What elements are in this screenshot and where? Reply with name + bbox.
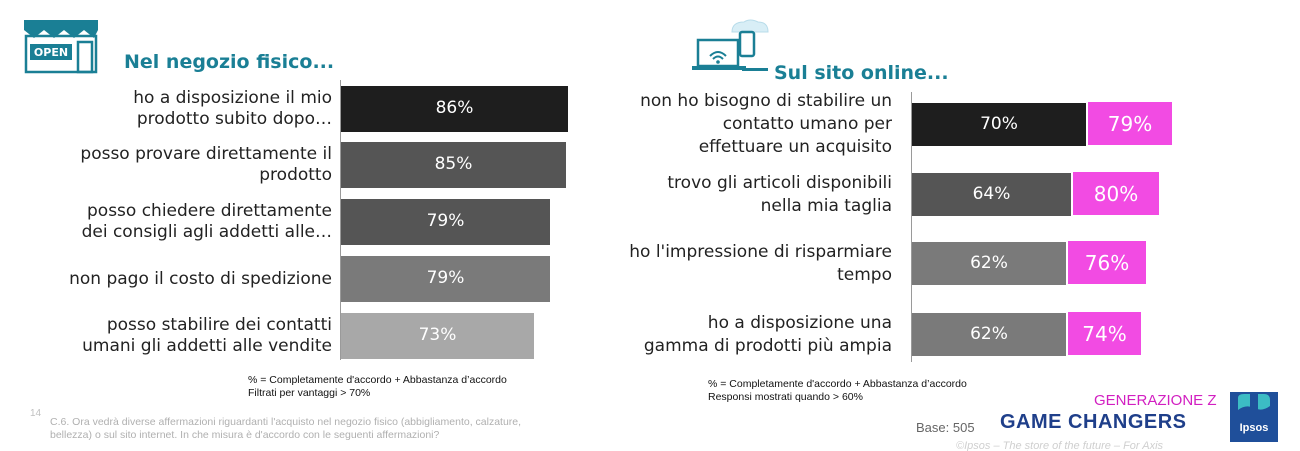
category-label-store-1-line-2: prodotto subito dopo… (136, 109, 332, 129)
category-label-store-4: non pago il costo di spedizione (20, 269, 332, 290)
bar-label-online-pink-2: 80% (1093, 182, 1139, 206)
category-label-online-3-line-2: tempo (837, 264, 892, 285)
category-label-online-2: trovo gli articoli disponibili nella mia … (600, 172, 892, 218)
bar-store-2 (341, 142, 566, 188)
category-label-online-2-line-1: trovo gli articoli disponibili (667, 172, 892, 193)
category-label-store-2-line-1: posso provare direttamente il (80, 144, 332, 164)
bar-online-pink-2 (1073, 172, 1159, 215)
category-label-store-3: posso chiedere direttamente dei consigli … (20, 201, 332, 243)
category-label-online-4-line-2: gamma di prodotti più ampia (643, 335, 892, 356)
category-label-online-4: ho a disposizione una gamma di prodotti p… (600, 312, 892, 358)
bar-online-pink-1 (1088, 102, 1172, 145)
category-label-store-1-line-1: ho a disposizione il mio (133, 88, 332, 108)
store-sign-text: OPEN (34, 46, 68, 59)
category-label-online-3-line-1: ho l'impressione di risparmiare (629, 241, 892, 262)
page-number: 14 (30, 408, 42, 419)
bar-label-store-5: 73% (418, 325, 457, 345)
category-label-online-2-line-2: nella mia taglia (760, 195, 892, 216)
question-line-2: bellezza) o sul sito internet. In che mi… (50, 429, 440, 441)
note-online-line-1: % = Completamente d'accordo + Abbastanza… (708, 378, 967, 390)
bar-label-store-3: 79% (426, 211, 465, 231)
note-online: % = Completamente d'accordo + Abbastanza… (708, 378, 967, 404)
bar-store-4 (341, 256, 550, 302)
bar-store-3 (341, 199, 550, 245)
bar-online-base-1 (912, 103, 1086, 146)
base-count: Base: 505 (916, 420, 975, 435)
chart-title-online: Sul sito online... (774, 62, 949, 84)
bar-online-pink-3 (1068, 241, 1146, 284)
category-label-store-5-line-1: posso stabilire dei contatti (106, 315, 332, 335)
bar-label-online-pink-4: 74% (1082, 322, 1127, 346)
bar-online-pink-4 (1068, 312, 1141, 355)
note-store-line-1: % = Completamente d'accordo + Abbastanza… (248, 374, 507, 386)
ipsos-logo: Ipsos (1230, 392, 1278, 442)
category-label-store-5: posso stabilire dei contatti umani gli ad… (20, 315, 332, 357)
category-label-store-2: posso provare direttamente il prodotto (20, 144, 332, 186)
note-online-line-2: Responsi mostrati quando > 60% (708, 391, 863, 403)
bar-label-online-pink-3: 76% (1084, 251, 1130, 275)
bar-label-store-2: 85% (434, 154, 473, 174)
category-label-online-1-line-3: effettuare un acquisito (698, 137, 892, 157)
bar-online-base-2 (912, 173, 1071, 216)
bar-label-online-base-2: 64% (972, 184, 1011, 204)
bar-online-base-3 (912, 242, 1066, 285)
axis-line-store (340, 80, 341, 360)
category-label-online-1-line-2: contatto umano per (722, 114, 892, 134)
category-label-store-5-line-2: umani gli addetti alle vendite (82, 336, 332, 356)
ipsos-logo-text: Ipsos (1239, 422, 1269, 434)
note-store-line-2: Filtrati per vantaggi > 70% (248, 387, 371, 399)
axis-line-online (911, 92, 912, 362)
note-store: % = Completamente d'accordo + Abbastanza… (248, 374, 507, 400)
chart-title-store: Nel negozio fisico... (124, 51, 335, 73)
question-text: C.6. Ora vedrà diverse affermazioni rigu… (50, 416, 521, 442)
bar-store-1 (341, 86, 568, 132)
bar-online-base-4 (912, 313, 1066, 356)
laptop-phone-cloud-icon (692, 19, 769, 71)
category-label-online-1-line-1: non ho bisogno di stabilire un (640, 91, 892, 111)
bar-store-5 (341, 313, 534, 359)
bar-label-online-pink-1: 79% (1107, 112, 1153, 136)
bar-label-online-base-1: 70% (980, 114, 1018, 134)
category-label-online-1: non ho bisogno di stabilire un contatto u… (600, 90, 892, 159)
category-label-store-4-line-1: non pago il costo di spedizione (69, 268, 332, 289)
bar-label-store-1: 86% (435, 98, 474, 118)
brand-generazione-z: GENERAZIONE Z (1094, 392, 1217, 409)
brand-game-changers: GAME CHANGERS (1000, 411, 1187, 433)
bar-label-online-base-3: 62% (970, 253, 1008, 273)
bar-label-store-4: 79% (426, 268, 465, 288)
category-label-store-2-line-2: prodotto (259, 165, 332, 185)
ipsos-mark-icon (1238, 394, 1270, 410)
bar-label-online-base-4: 62% (970, 324, 1008, 344)
copyright: ©Ipsos – The store of the future – For A… (956, 440, 1164, 451)
category-label-store-1: ho a disposizione il mio prodotto subito … (20, 88, 332, 130)
category-label-store-3-line-2: dei consigli agli addetti alle… (81, 222, 332, 242)
category-label-online-4-line-1: ho a disposizione una (707, 312, 892, 333)
category-label-store-3-line-1: posso chiedere direttamente (87, 201, 332, 221)
shop-open-icon: OPEN (24, 20, 98, 74)
question-line-1: C.6. Ora vedrà diverse affermazioni rigu… (50, 416, 522, 428)
category-label-online-3: ho l'impressione di risparmiare tempo (600, 241, 892, 287)
